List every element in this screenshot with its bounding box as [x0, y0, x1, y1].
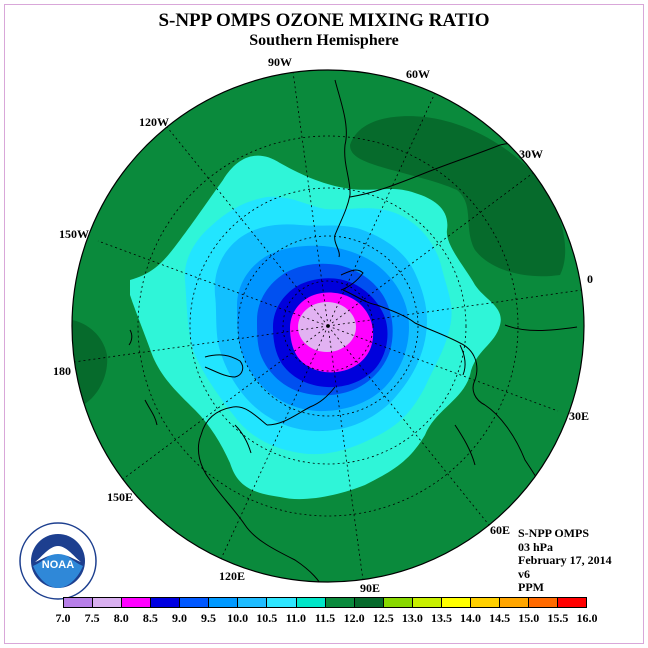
colorbar-tick-label: 12.0: [343, 611, 365, 625]
noaa-logo: NOAA: [19, 522, 97, 600]
colorbar-tick-label: 13.0: [401, 611, 423, 625]
lon-label-150w: 150W: [59, 227, 89, 241]
colorbar-segment: [558, 598, 587, 607]
info-block: S-NPP OMPS 03 hPa February 17, 2014 v6 P…: [518, 526, 612, 595]
instrument-label: S-NPP OMPS: [518, 526, 589, 540]
colorbar-tick-label: 8.0: [113, 611, 129, 625]
lon-label-0: 0: [587, 272, 593, 286]
colorbar-tick-label: 7.0: [55, 611, 71, 625]
colorbar-tick-label: 10.0: [227, 611, 249, 625]
colorbar-segment: [180, 598, 210, 607]
logo-text: NOAA: [42, 559, 74, 571]
dark-green-region-w: [72, 320, 108, 405]
colorbar-tick-label: 13.5: [430, 611, 452, 625]
lon-label-30w: 30W: [519, 147, 543, 161]
version-label: v6: [518, 566, 530, 581]
colorbar-tick-label: 10.5: [256, 611, 278, 625]
colorbar-tick-label: 11.5: [314, 611, 336, 625]
colorbar-tick-label: 9.5: [201, 611, 217, 625]
colorbar-tick-label: 15.0: [518, 611, 540, 625]
colorbar-labels: 7.0 7.5 8.0 8.5 9.0 9.5 10.0 10.5 11.0 11.5 12.0 12…: [5, 611, 643, 627]
pressure-level-label: 03 hPa: [518, 539, 554, 554]
colorbar-segment: [267, 598, 297, 607]
units-label: PPM: [518, 580, 544, 594]
colorbar-tick-label: 16.0: [576, 611, 598, 625]
colorbar-tick-label: 8.5: [142, 611, 158, 625]
colorbar-tick-label: 14.0: [460, 611, 482, 625]
plot-frame: S-NPP OMPS OZONE MIXING RATIO Southern H…: [4, 4, 644, 644]
colorbar-segment: [122, 598, 152, 607]
latitude-circles: [137, 135, 519, 517]
colorbar-segment: [64, 598, 94, 607]
polar-map: [71, 69, 585, 583]
colorbar-segment: [499, 598, 529, 607]
colorbar-segment: [93, 598, 123, 607]
lon-label-120w: 120W: [139, 115, 169, 129]
lon-label-90w: 90W: [268, 55, 292, 69]
lon-label-60e: 60E: [490, 523, 511, 537]
date-label: February 17, 2014: [518, 553, 612, 567]
colorbar-segment: [354, 598, 384, 607]
colorbar-tick-label: 12.5: [372, 611, 394, 625]
colorbar-segment: [238, 598, 268, 607]
lon-label-90e: 90E: [360, 581, 381, 595]
colorbar-segment: [209, 598, 239, 607]
meridians: [73, 71, 583, 581]
colorbar-segment: [412, 598, 442, 607]
lon-label-120e: 120E: [219, 569, 246, 583]
colorbar-segment: [529, 598, 559, 607]
colorbar-segment: [296, 598, 326, 607]
lon-label-30e: 30E: [569, 409, 590, 423]
colorbar-segment: [441, 598, 471, 607]
colorbar-tick-label: 9.0: [171, 611, 187, 625]
colorbar-segment: [325, 598, 355, 607]
map-title: S-NPP OMPS OZONE MIXING RATIO: [158, 10, 490, 31]
colorbar-segment: [470, 598, 500, 607]
coastlines: [128, 79, 578, 582]
dark-green-region-ne: [350, 116, 566, 277]
colorbar-tick-label: 11.0: [285, 611, 307, 625]
lon-label-60w: 60W: [406, 67, 430, 81]
lon-label-150e: 150E: [107, 490, 134, 504]
colorbar-tick-label: 7.5: [84, 611, 100, 625]
lon-label-180: 180: [53, 364, 71, 378]
globe-outline: [71, 69, 585, 583]
colorbar: [63, 597, 587, 608]
colorbar-tick-label: 14.5: [489, 611, 511, 625]
colorbar-segment: [383, 598, 413, 607]
colorbar-tick-label: 15.5: [547, 611, 569, 625]
map-subtitle: Southern Hemisphere: [249, 32, 399, 49]
colorbar-segment: [151, 598, 181, 607]
